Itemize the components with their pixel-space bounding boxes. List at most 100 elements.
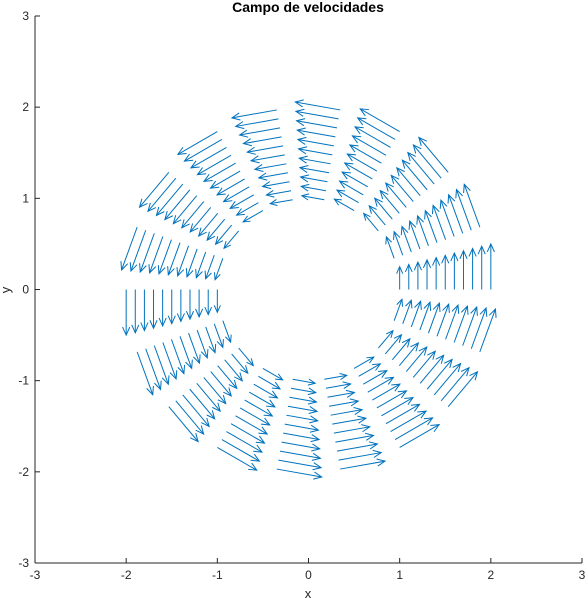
- x-tick-label: -2: [121, 568, 132, 582]
- arrow-head: [263, 408, 274, 417]
- arrow-head: [422, 258, 432, 269]
- arrow-head: [463, 183, 471, 194]
- arrow-head: [253, 444, 264, 453]
- arrow-shaft: [266, 190, 292, 196]
- arrow-head: [450, 251, 459, 262]
- arrow-head: [479, 306, 488, 317]
- arrow-shaft: [203, 377, 227, 404]
- arrow-head: [253, 163, 264, 172]
- arrow-shaft: [290, 387, 316, 394]
- arrow-head: [300, 193, 310, 201]
- arrow-shaft: [453, 305, 468, 343]
- arrow-shaft: [376, 390, 407, 409]
- arrow-head: [120, 261, 129, 272]
- arrow-head: [206, 410, 216, 420]
- arrow-shaft: [357, 117, 396, 140]
- arrow-head: [356, 117, 367, 126]
- arrow-head: [424, 209, 432, 220]
- arrow-shaft: [217, 365, 238, 389]
- arrow-head: [439, 198, 448, 209]
- arrow-head: [215, 187, 226, 196]
- arrow-head: [230, 112, 241, 121]
- arrow-head: [214, 236, 224, 246]
- arrow-head: [255, 435, 266, 444]
- arrow-shaft: [244, 399, 273, 417]
- arrow-shaft: [334, 198, 355, 211]
- arrow-head: [405, 299, 413, 309]
- arrow-shaft: [153, 345, 169, 385]
- arrow-shaft: [179, 336, 193, 369]
- arrow-shaft: [297, 129, 336, 138]
- arrow-shaft: [215, 224, 233, 245]
- arrow-head: [451, 303, 460, 314]
- arrow-head: [376, 458, 387, 467]
- arrow-head: [431, 204, 440, 215]
- arrow-shaft: [175, 400, 205, 435]
- arrow-shaft: [401, 159, 428, 191]
- arrow-shaft: [236, 202, 259, 216]
- arrow-shaft: [393, 299, 403, 321]
- arrow-head: [201, 417, 210, 428]
- arrow-shaft: [352, 135, 387, 156]
- arrow-head: [313, 471, 323, 480]
- arrow-shaft: [390, 410, 427, 433]
- axes: -3 -2 -1 0 1 2 3 -3 -2 -1 0 1 2 3: [18, 9, 585, 582]
- arrow-shaft: [238, 347, 254, 366]
- arrow-head: [266, 399, 276, 408]
- arrow-head: [396, 265, 404, 274]
- arrow-head: [155, 206, 165, 217]
- arrow-shaft: [222, 320, 232, 343]
- arrow-shaft: [231, 109, 277, 119]
- arrow-shaft: [409, 220, 421, 250]
- arrow-shaft: [335, 434, 374, 443]
- arrow-shaft: [205, 326, 216, 353]
- arrow-shaft: [190, 146, 227, 169]
- arrow-shaft: [226, 431, 263, 453]
- arrow-head: [459, 249, 468, 259]
- arrow-shaft: [139, 233, 155, 273]
- arrow-head: [404, 263, 413, 273]
- arrow-head: [131, 324, 140, 335]
- arrow-shaft: [262, 368, 283, 381]
- arrow-head: [294, 99, 304, 108]
- arrow-head: [222, 194, 233, 203]
- arrow-head: [190, 433, 199, 443]
- arrow-head: [417, 410, 428, 419]
- arrow-head: [441, 254, 450, 264]
- arrow-head: [180, 219, 190, 229]
- arrow-shaft: [189, 207, 212, 233]
- arrow-shaft: [358, 363, 381, 377]
- arrow-head: [386, 329, 394, 338]
- arrow-head: [401, 159, 411, 169]
- y-tick-label: 2: [22, 100, 29, 114]
- x-tick-label: -1: [212, 568, 223, 582]
- arrow-head: [359, 108, 369, 117]
- arrow-head: [196, 167, 207, 176]
- arrow-head: [271, 381, 282, 390]
- arrow-head: [229, 201, 239, 210]
- arrow-head: [223, 387, 233, 397]
- arrow-shaft: [339, 180, 364, 196]
- arrow-shaft: [338, 452, 382, 461]
- arrow-head: [176, 313, 185, 323]
- arrow-shaft: [216, 178, 245, 196]
- arrow-head: [235, 208, 245, 216]
- arrow-head: [345, 389, 356, 398]
- arrow-shaft: [341, 171, 369, 188]
- y-axis-label: y: [0, 286, 13, 293]
- arrow-shaft: [223, 186, 250, 203]
- arrow-head: [223, 241, 231, 250]
- arrow-shaft: [419, 355, 445, 384]
- arrow-shaft: [297, 139, 334, 147]
- arrow-shaft: [195, 251, 207, 278]
- arrow-head: [213, 305, 221, 314]
- arrow-shaft: [333, 426, 370, 434]
- arrow-head: [189, 223, 199, 233]
- y-tick-label: -1: [18, 374, 29, 388]
- arrow-shaft: [206, 218, 226, 241]
- arrow-shaft: [433, 363, 461, 396]
- arrow-head: [217, 395, 227, 405]
- arrow-shaft: [299, 157, 331, 165]
- arrow-shaft: [243, 136, 282, 145]
- arrow-shaft: [186, 248, 198, 277]
